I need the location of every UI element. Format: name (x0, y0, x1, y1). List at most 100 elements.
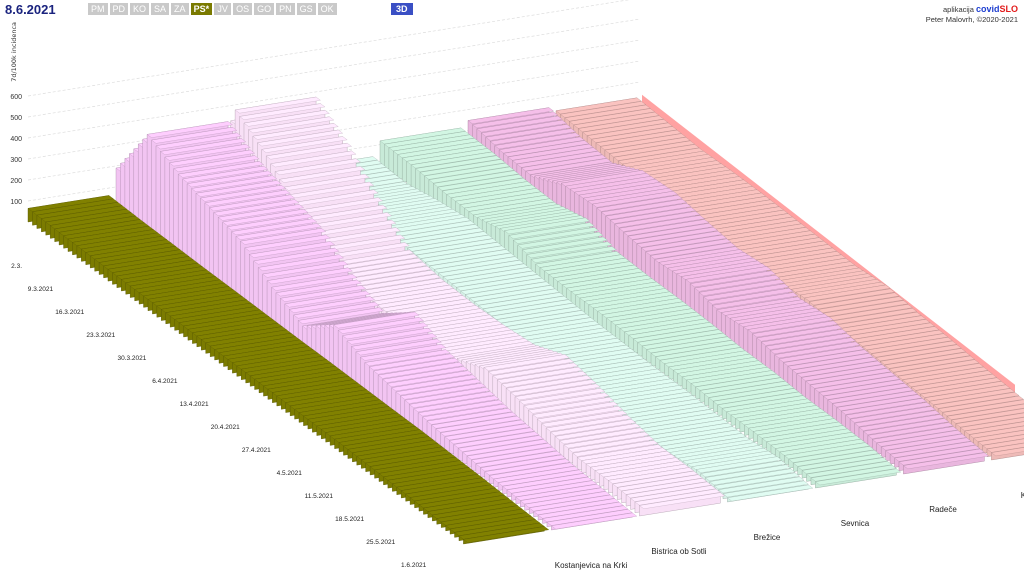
bar-top (480, 120, 568, 137)
bar-top (460, 278, 547, 295)
bar-top (231, 218, 318, 236)
bar-top (903, 452, 990, 470)
bar-top (462, 439, 549, 456)
bar-top (484, 458, 571, 476)
region-tab-pd[interactable]: PD (109, 3, 129, 15)
region-tab-go[interactable]: GO (254, 3, 275, 15)
bar-top (533, 498, 620, 515)
bar-top (407, 234, 494, 252)
credits: aplikacija covidSLO Peter Malovrh, ©2020… (926, 4, 1018, 25)
gridline (27, 81, 641, 181)
bar-top (880, 433, 967, 451)
bar-top (505, 375, 592, 392)
bar-top (788, 446, 875, 463)
bar-top (867, 422, 954, 439)
region-tab-sa[interactable]: SA (151, 3, 170, 15)
region-tab-pn[interactable]: PN (276, 3, 295, 15)
bar-top (542, 505, 629, 523)
bar-top (423, 495, 510, 512)
region-tab-pm[interactable]: PM (88, 3, 108, 15)
bar-top (636, 230, 723, 248)
bar-top (265, 142, 352, 160)
gridline (27, 0, 630, 97)
bar-top (502, 473, 589, 490)
bar-top (428, 166, 515, 184)
bar-top (226, 213, 313, 231)
bar-top (836, 394, 923, 411)
bar-top (951, 408, 1024, 424)
bar-top (487, 358, 575, 376)
bar-top (717, 391, 804, 409)
bar-top (208, 194, 296, 212)
bar-top (467, 107, 554, 124)
bar-top (182, 165, 269, 183)
bar-top (487, 299, 574, 317)
bar-top (694, 275, 781, 292)
bar-top (464, 281, 552, 299)
date-tick-label: 2.3. (11, 263, 22, 270)
bar-top (453, 431, 540, 448)
bar-top (783, 442, 871, 459)
bar-top (283, 174, 370, 191)
region-tab-za[interactable]: ZA (171, 3, 189, 15)
region-tab-gs[interactable]: GS (296, 3, 316, 15)
bar-top (431, 412, 518, 429)
bar-top (614, 211, 701, 228)
region-tab-ok[interactable]: OK (317, 3, 337, 15)
bar-top (419, 159, 506, 176)
bar-top (382, 366, 469, 383)
bar-top (408, 391, 496, 408)
bar-top (942, 399, 1024, 417)
brand-logo[interactable]: covidSLO (975, 4, 1018, 14)
bar-top (476, 115, 563, 133)
view-3d-button[interactable]: 3D (391, 3, 413, 15)
bar-top (632, 325, 720, 343)
bar-top (649, 242, 736, 260)
bar-top (592, 191, 679, 208)
bar-top (526, 241, 613, 259)
bar-top (364, 349, 451, 367)
bar-top (510, 379, 597, 396)
bar-top (266, 267, 353, 285)
bar-top (577, 115, 664, 133)
date-tick-label: 6.4.2021 (152, 378, 178, 385)
bar-top (475, 450, 562, 468)
region-tab-ko[interactable]: KO (130, 3, 150, 15)
date-tick-label: 23.3.2021 (86, 332, 115, 339)
bar-top (616, 474, 703, 492)
bar-top (551, 512, 638, 530)
bar-top (893, 359, 980, 377)
date-tick-label: 18.5.2021 (335, 516, 364, 523)
bar-top (342, 322, 429, 340)
bar-top (504, 217, 591, 235)
bar-top (424, 163, 511, 180)
bar-top (968, 425, 1024, 439)
bar-top (919, 381, 1007, 398)
bar-top (814, 375, 901, 393)
bar-top (818, 379, 905, 396)
region-tab-ps[interactable]: PS* (190, 3, 213, 15)
bar-top (248, 241, 336, 258)
region-tab-os[interactable]: OS (233, 3, 253, 15)
bar-top (707, 288, 794, 305)
bar-top (489, 128, 576, 145)
bar-top (478, 292, 565, 309)
bar-top (391, 374, 478, 392)
bar-top (217, 204, 304, 221)
y-tick-label: 400 (10, 136, 22, 143)
bar-top (438, 260, 525, 277)
bar-top (483, 354, 570, 371)
bar-top (488, 462, 575, 480)
region-tab-jv[interactable]: JV (214, 3, 232, 15)
bar-top (690, 370, 777, 387)
bar-top (823, 383, 910, 400)
bar-top (621, 478, 708, 495)
bar-top (355, 338, 442, 356)
bar-top (279, 166, 366, 183)
bar-top (898, 448, 985, 466)
bar-top (618, 215, 705, 232)
bar-top (800, 364, 887, 382)
bar-top (337, 317, 424, 334)
bar-top (708, 384, 795, 402)
